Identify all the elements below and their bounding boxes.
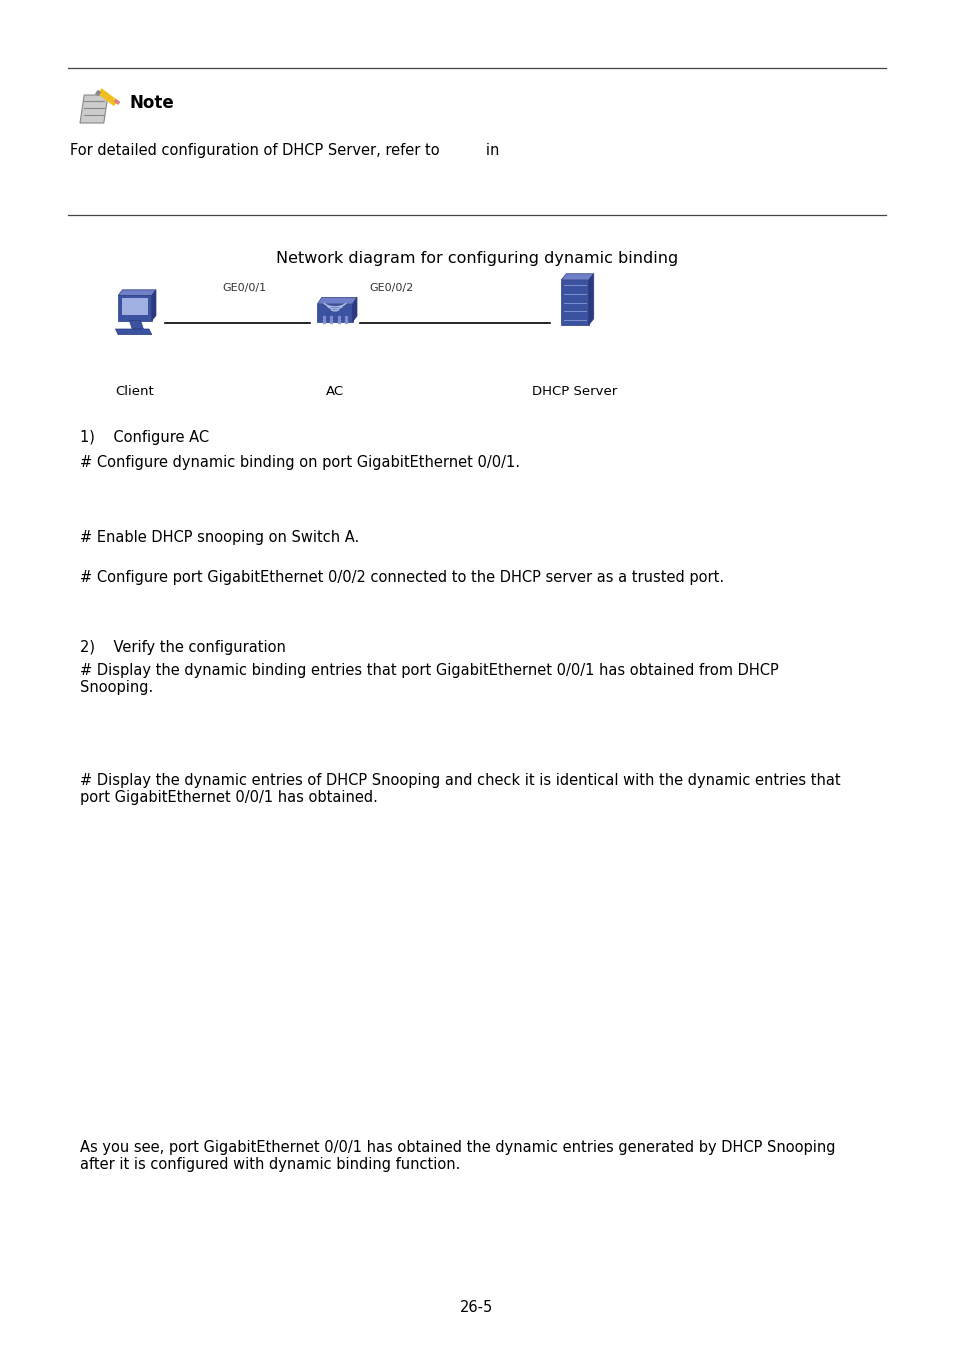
Text: # Display the dynamic entries of DHCP Snooping and check it is identical with th: # Display the dynamic entries of DHCP Sn…	[80, 774, 840, 806]
Polygon shape	[115, 329, 152, 335]
Text: GE0/0/2: GE0/0/2	[370, 284, 414, 293]
Text: # Enable DHCP snooping on Switch A.: # Enable DHCP snooping on Switch A.	[80, 531, 359, 545]
Text: AC: AC	[326, 385, 344, 398]
Text: 26-5: 26-5	[460, 1300, 493, 1315]
Text: As you see, port GigabitEthernet 0/0/1 has obtained the dynamic entries generate: As you see, port GigabitEthernet 0/0/1 h…	[80, 1139, 835, 1172]
Text: # Configure dynamic binding on port GigabitEthernet 0/0/1.: # Configure dynamic binding on port Giga…	[80, 455, 519, 470]
Text: # Configure port GigabitEthernet 0/0/2 connected to the DHCP server as a trusted: # Configure port GigabitEthernet 0/0/2 c…	[80, 570, 723, 585]
Polygon shape	[118, 290, 156, 296]
Text: For detailed configuration of DHCP Server, refer to          in: For detailed configuration of DHCP Serve…	[70, 143, 498, 158]
Text: GE0/0/1: GE0/0/1	[222, 284, 266, 293]
Text: Client: Client	[115, 385, 154, 398]
Polygon shape	[118, 296, 152, 320]
Text: Network diagram for configuring dynamic binding: Network diagram for configuring dynamic …	[275, 251, 678, 266]
Polygon shape	[353, 297, 356, 321]
Polygon shape	[317, 297, 356, 304]
Text: DHCP Server: DHCP Server	[532, 385, 617, 398]
Text: # Display the dynamic binding entries that port GigabitEthernet 0/0/1 has obtain: # Display the dynamic binding entries th…	[80, 663, 778, 695]
Polygon shape	[317, 304, 353, 321]
Text: 2)    Verify the configuration: 2) Verify the configuration	[80, 640, 286, 655]
Polygon shape	[560, 279, 588, 325]
FancyBboxPatch shape	[122, 298, 148, 315]
Polygon shape	[560, 274, 593, 279]
Text: Note: Note	[130, 95, 174, 112]
Polygon shape	[152, 290, 156, 320]
Polygon shape	[80, 95, 108, 123]
Polygon shape	[588, 274, 593, 325]
Text: 1)    Configure AC: 1) Configure AC	[80, 431, 209, 446]
Polygon shape	[130, 320, 143, 329]
